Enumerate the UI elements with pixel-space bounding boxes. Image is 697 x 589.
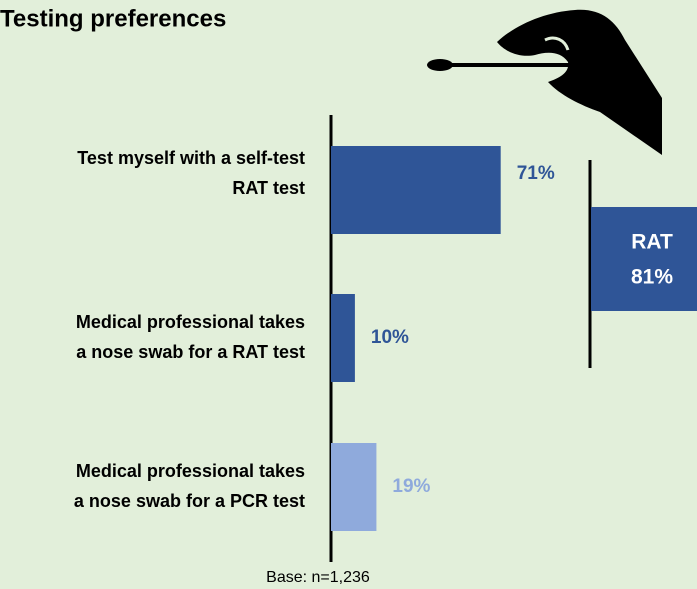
summary-value: 81% bbox=[631, 266, 673, 289]
category-label: RAT test bbox=[232, 178, 305, 198]
category-label: Medical professional takes bbox=[76, 312, 305, 332]
value-label: 71% bbox=[517, 163, 555, 184]
category-label: a nose swab for a RAT test bbox=[76, 342, 305, 362]
base-note: Base: n=1,236 bbox=[266, 569, 370, 586]
swab-hand-icon bbox=[427, 9, 662, 155]
bar bbox=[331, 294, 355, 382]
summary-box bbox=[591, 207, 697, 311]
category-label: Test myself with a self-test bbox=[77, 148, 305, 168]
value-label: 19% bbox=[392, 476, 430, 497]
category-label: a nose swab for a PCR test bbox=[74, 491, 305, 511]
bar bbox=[331, 146, 501, 234]
chart-title: Testing preferences bbox=[0, 5, 226, 32]
value-label: 10% bbox=[371, 327, 409, 348]
category-label: Medical professional takes bbox=[76, 461, 305, 481]
bar bbox=[331, 443, 377, 531]
summary-label: RAT bbox=[631, 231, 673, 254]
